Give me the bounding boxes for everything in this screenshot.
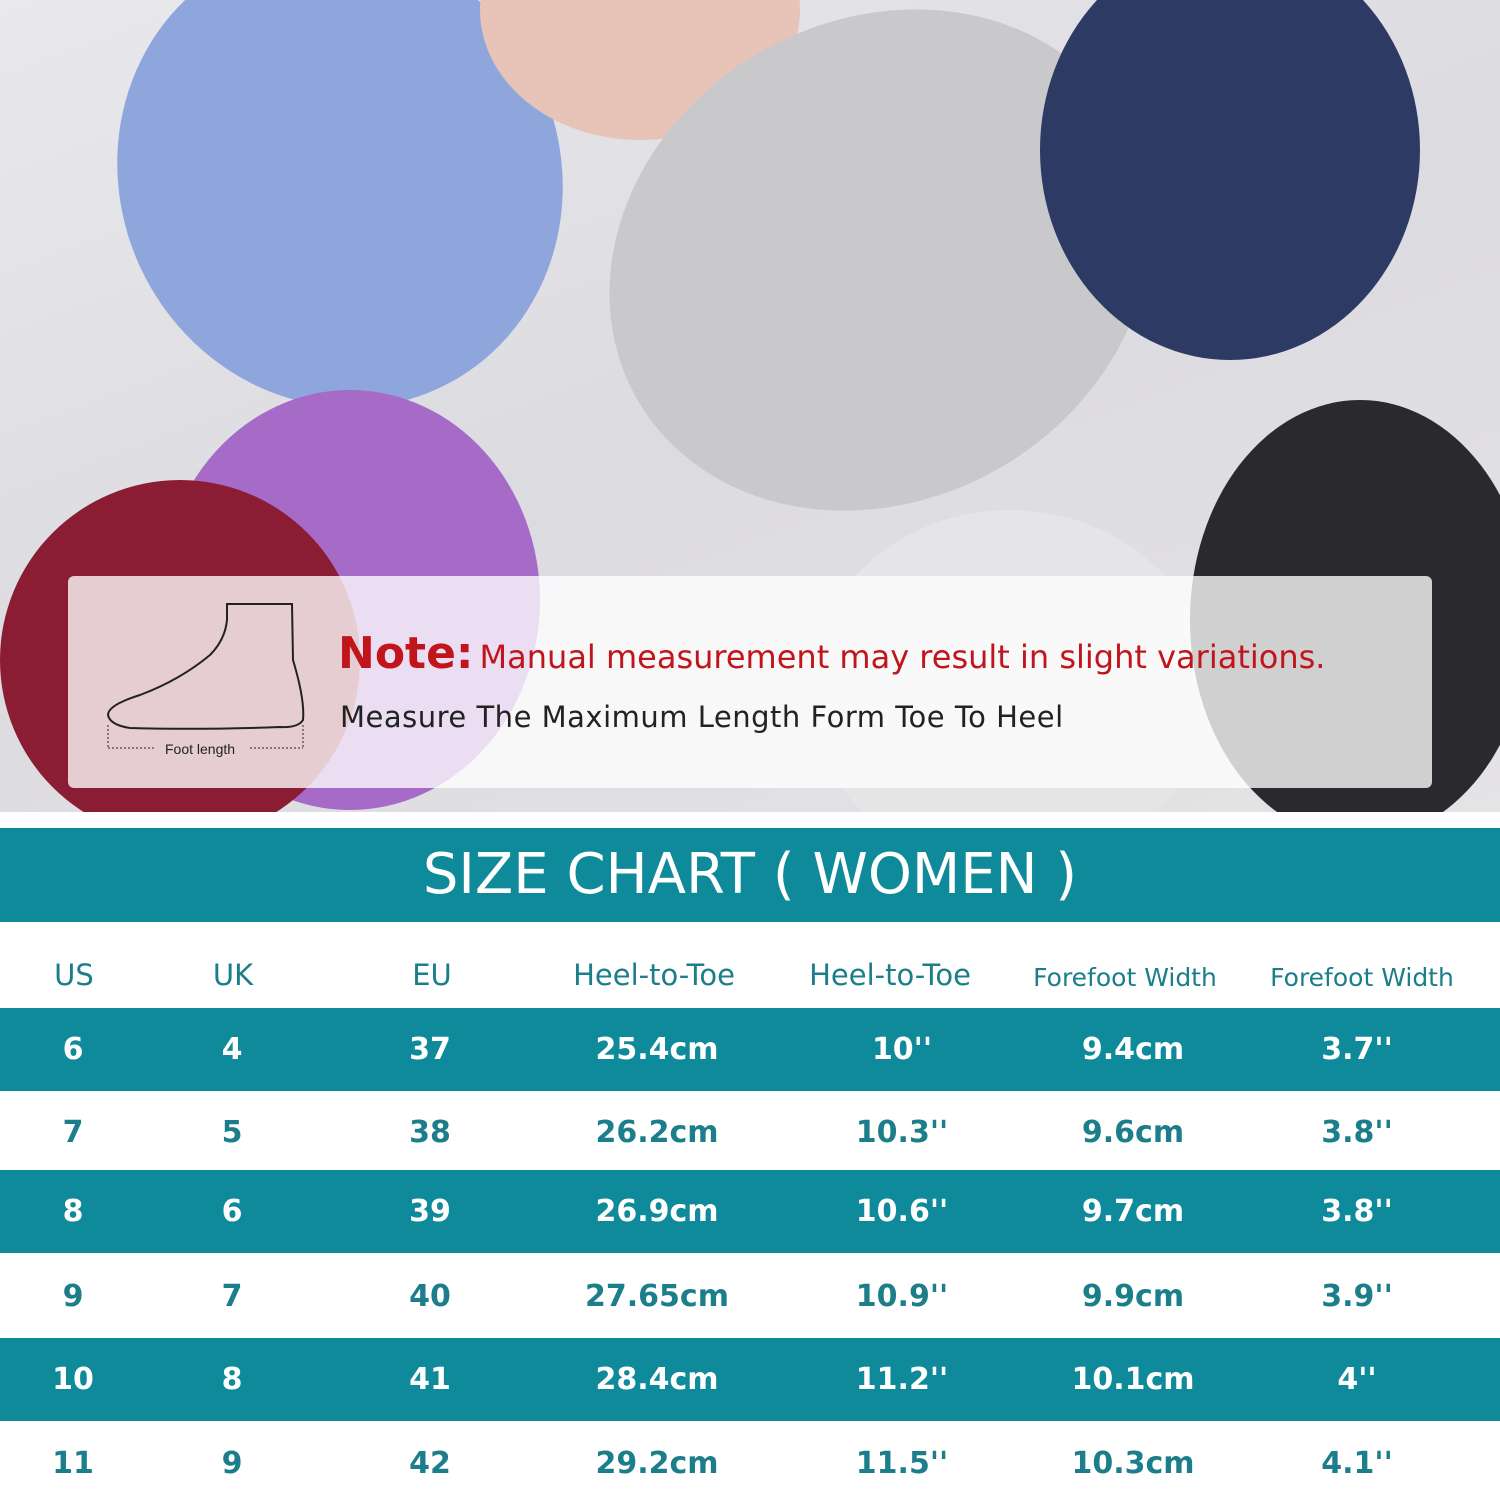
header-eu: EU (412, 958, 452, 992)
table-cell: 29.2cm (595, 1446, 719, 1481)
header-heel-toe-in: Heel-to-Toe (809, 958, 971, 992)
navy-slipper (1040, 0, 1420, 360)
table-cell: 3.8'' (1321, 1115, 1393, 1150)
table-cell: 40 (409, 1279, 451, 1314)
table-cell: 5 (221, 1115, 243, 1150)
table-row: 10 8 41 28.4cm 11.2'' 10.1cm 4'' (0, 1338, 1500, 1421)
table-cell: 10'' (871, 1032, 933, 1067)
header-uk: UK (212, 958, 254, 992)
table-cell: 3.7'' (1321, 1032, 1393, 1067)
table-cell: 26.9cm (595, 1194, 719, 1229)
table-cell: 9.4cm (1081, 1032, 1185, 1067)
table-cell: 11.5'' (855, 1446, 949, 1481)
table-cell: 10.1cm (1071, 1362, 1195, 1397)
table-row: 11 9 42 29.2cm 11.5'' 10.3cm 4.1'' (0, 1422, 1500, 1505)
table-cell: 37 (409, 1032, 451, 1067)
table-cell: 25.4cm (595, 1032, 719, 1067)
table-cell: 10.6'' (855, 1194, 949, 1229)
table-cell: 4.1'' (1321, 1446, 1393, 1481)
table-cell: 10 (52, 1362, 94, 1397)
note-label: Note: (338, 628, 474, 679)
table-cell: 8 (62, 1194, 84, 1229)
note-panel (68, 576, 1432, 788)
table-cell: 28.4cm (595, 1362, 719, 1397)
table-cell: 41 (409, 1362, 451, 1397)
table-cell: 26.2cm (595, 1115, 719, 1150)
table-row: 6 4 37 25.4cm 10'' 9.4cm 3.7'' (0, 1008, 1500, 1091)
table-cell: 42 (409, 1446, 451, 1481)
table-cell: 3.9'' (1321, 1279, 1393, 1314)
foot-length-label: Foot length (165, 741, 235, 757)
table-cell: 9.9cm (1081, 1279, 1185, 1314)
table-row: 9 7 40 27.65cm 10.9'' 9.9cm 3.9'' (0, 1255, 1500, 1338)
table-cell: 11 (52, 1446, 94, 1481)
note: Note: Manual measurement may result in sl… (338, 628, 1325, 679)
header-us: US (54, 958, 94, 992)
measure-instruction: Measure The Maximum Length Form Toe To H… (340, 700, 1064, 734)
table-cell: 27.65cm (585, 1279, 729, 1314)
table-cell: 7 (221, 1279, 243, 1314)
header-forefoot-in: Forefoot Width (1270, 963, 1454, 992)
table-cell: 10.3'' (855, 1115, 949, 1150)
table-header: US UK EU Heel-to-Toe Heel-to-Toe Forefoo… (0, 958, 1500, 1003)
size-chart-title: SIZE CHART ( WOMEN ) (0, 828, 1500, 922)
table-cell: 10.9'' (855, 1279, 949, 1314)
table-cell: 9.7cm (1081, 1194, 1185, 1229)
table-cell: 4 (221, 1032, 243, 1067)
table-cell: 6 (62, 1032, 84, 1067)
table-cell: 10.3cm (1071, 1446, 1195, 1481)
table-cell: 9.6cm (1081, 1115, 1185, 1150)
table-cell: 9 (62, 1279, 84, 1314)
table-cell: 38 (409, 1115, 451, 1150)
table-cell: 4'' (1337, 1362, 1377, 1397)
header-heel-toe-cm: Heel-to-Toe (573, 958, 735, 992)
table-cell: 8 (221, 1362, 243, 1397)
table-cell: 39 (409, 1194, 451, 1229)
table-cell: 6 (221, 1194, 243, 1229)
foot-diagram-icon: Foot length (106, 603, 305, 757)
table-row: 8 6 39 26.9cm 10.6'' 9.7cm 3.8'' (0, 1170, 1500, 1253)
header-forefoot-cm: Forefoot Width (1033, 963, 1217, 992)
table-cell: 9 (221, 1446, 243, 1481)
table-cell: 11.2'' (855, 1362, 949, 1397)
table-row: 7 5 38 26.2cm 10.3'' 9.6cm 3.8'' (0, 1091, 1500, 1174)
table-cell: 7 (62, 1115, 84, 1150)
table-cell: 3.8'' (1321, 1194, 1393, 1229)
note-text: Manual measurement may result in slight … (479, 638, 1326, 676)
